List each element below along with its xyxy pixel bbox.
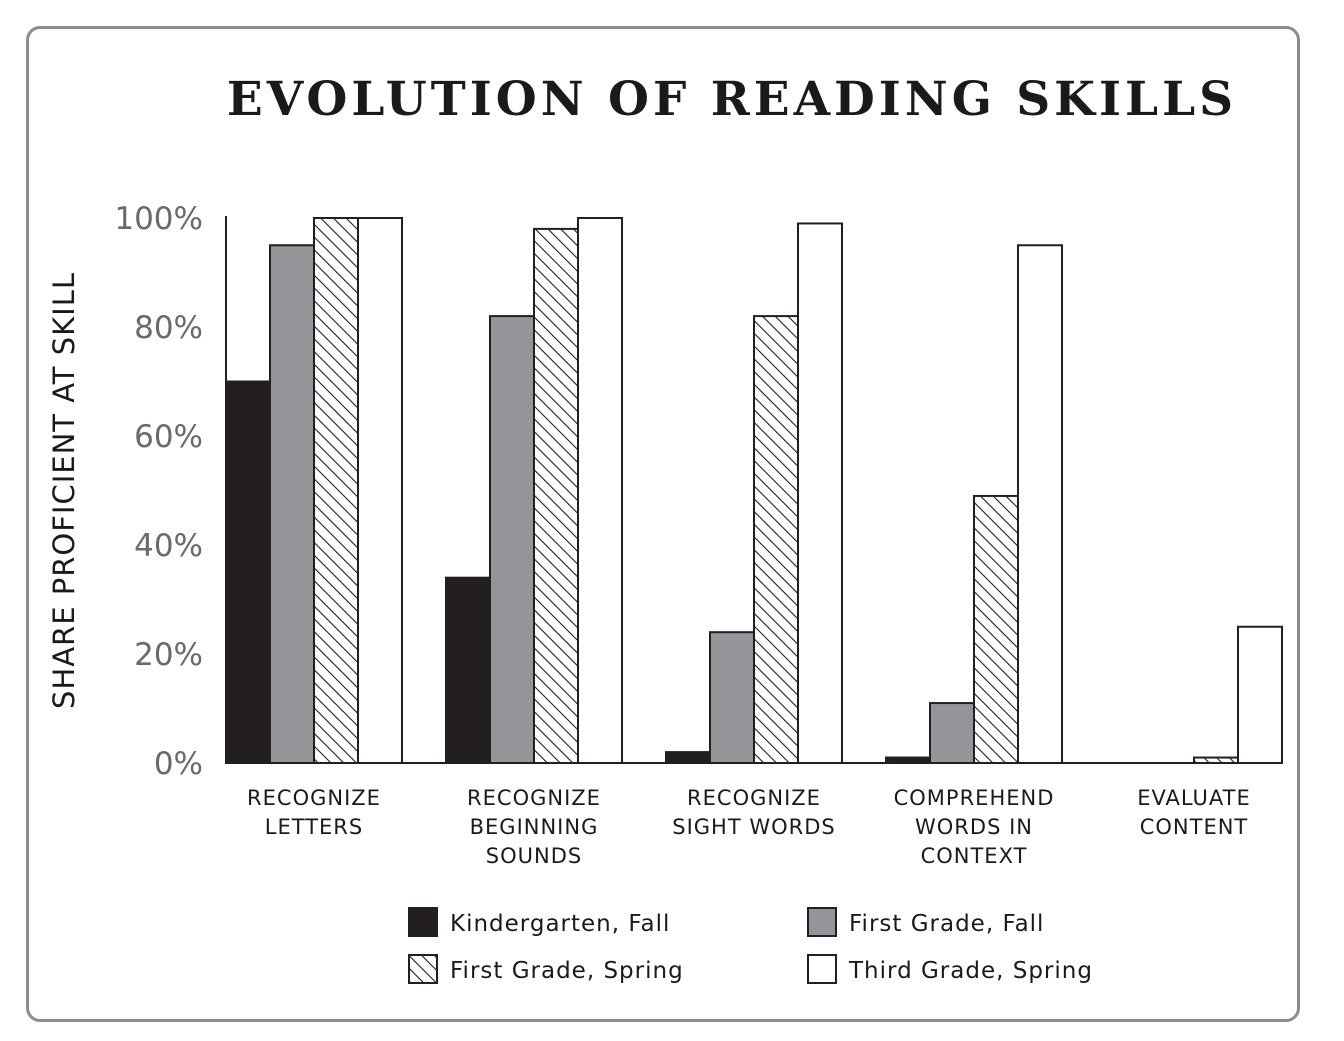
bar-2-1 — [269, 244, 315, 764]
bar-4-1 — [357, 217, 403, 764]
legend-swatch-3 — [408, 954, 438, 984]
category-label: COMPREHEND WORDS IN CONTEXT — [894, 786, 1055, 868]
category-label: EVALUATE CONTENT — [1137, 786, 1251, 839]
bar-3-3 — [753, 315, 799, 764]
bar-3-4 — [973, 494, 1019, 764]
y-tick-label: 20% — [134, 637, 203, 673]
legend-swatch-1 — [408, 907, 438, 937]
bar-4-5 — [1237, 625, 1283, 764]
y-tick-label: 60% — [134, 419, 203, 455]
y-tick-label: 40% — [134, 528, 203, 564]
legend-label-3: First Grade, Spring — [450, 958, 684, 984]
bar-4-3 — [797, 222, 843, 764]
legend-label-1: Kindergarten, Fall — [450, 911, 670, 937]
chart-title: EVOLUTION OF READING SKILLS — [226, 72, 1238, 127]
legend-label-4: Third Grade, Spring — [848, 958, 1093, 984]
bar-3-5 — [1193, 756, 1239, 764]
y-tick-label: 80% — [134, 310, 203, 346]
legend-swatch-4 — [807, 954, 837, 984]
bar-3-1 — [313, 217, 359, 764]
category-label: RECOGNIZE SIGHT WORDS — [672, 786, 835, 839]
category-label: RECOGNIZE LETTERS — [247, 786, 381, 839]
bar-1-2 — [445, 576, 491, 765]
bar-1-3 — [665, 751, 711, 764]
category-label: RECOGNIZE BEGINNING SOUNDS — [467, 786, 601, 868]
y-tick-label: 0% — [154, 746, 203, 782]
legend-label-2: First Grade, Fall — [849, 911, 1044, 937]
bar-4-2 — [577, 217, 623, 764]
bar-4-4 — [1017, 244, 1063, 764]
bar-1-4 — [885, 756, 931, 764]
bar-2-4 — [929, 702, 975, 764]
bar-1-1 — [225, 380, 271, 764]
bar-2-3 — [709, 631, 755, 765]
y-tick-label: 100% — [114, 201, 203, 237]
bar-2-2 — [489, 315, 535, 764]
bar-3-2 — [533, 227, 579, 764]
legend-swatch-2 — [807, 907, 837, 937]
y-axis-title: SHARE PROFICIENT AT SKILL — [47, 272, 81, 709]
